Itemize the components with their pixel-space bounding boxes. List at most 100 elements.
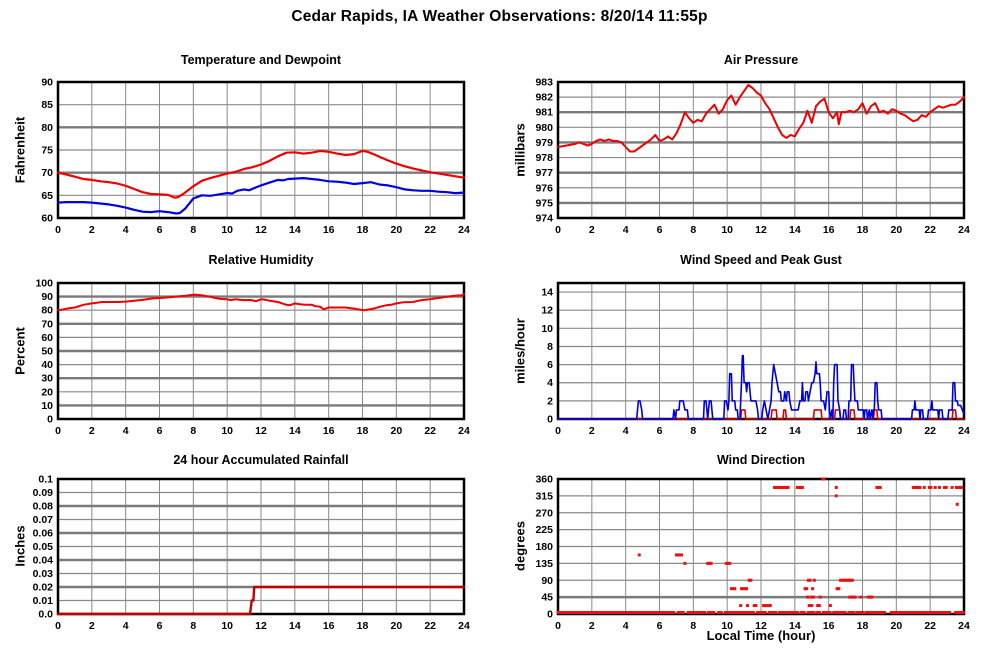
svg-text:80: 80 (41, 305, 53, 317)
svg-text:0.04: 0.04 (33, 555, 54, 567)
svg-text:18: 18 (857, 425, 869, 437)
svg-text:0.05: 0.05 (33, 541, 54, 553)
svg-text:2: 2 (589, 620, 595, 632)
svg-text:24: 24 (458, 425, 470, 437)
svg-text:976: 976 (535, 182, 553, 194)
svg-text:12: 12 (255, 224, 267, 236)
svg-text:24: 24 (458, 224, 470, 236)
svg-text:0.06: 0.06 (33, 528, 54, 540)
svg-text:12: 12 (755, 224, 767, 236)
svg-text:16: 16 (823, 224, 835, 236)
svg-text:10: 10 (721, 224, 733, 236)
chart-title-rainfall: 24 hour Accumulated Rainfall (173, 453, 349, 467)
svg-text:4: 4 (123, 620, 129, 632)
svg-text:0: 0 (547, 609, 553, 621)
svg-text:14: 14 (289, 425, 301, 437)
svg-text:40: 40 (41, 359, 53, 371)
svg-text:2: 2 (547, 395, 553, 407)
svg-text:0.0: 0.0 (38, 609, 53, 621)
chart-title-relative-humidity: Relative Humidity (208, 253, 314, 267)
svg-text:0: 0 (555, 620, 561, 632)
chart-cell-relative-humidity: Relative Humidity Percent 0 2 4 6 8 10 12 14 16 1… (0, 248, 500, 448)
svg-text:135: 135 (535, 558, 553, 570)
relative-humidity-chart: 0 2 4 6 8 10 12 14 16 18 20 22 240102030405060708090… (35, 278, 470, 438)
svg-text:0: 0 (55, 425, 61, 437)
svg-text:8: 8 (690, 224, 696, 236)
svg-text:60: 60 (41, 213, 53, 225)
svg-text:6: 6 (157, 425, 163, 437)
svg-text:10: 10 (541, 323, 553, 335)
chart-title-wind-direction: Wind Direction (716, 453, 806, 467)
svg-text:22: 22 (924, 425, 936, 437)
svg-text:4: 4 (547, 377, 553, 389)
svg-text:70: 70 (41, 167, 53, 179)
svg-text:315: 315 (535, 490, 553, 502)
svg-text:75: 75 (41, 145, 53, 157)
svg-text:14: 14 (789, 425, 801, 437)
svg-text:0: 0 (55, 620, 61, 632)
svg-text:65: 65 (41, 190, 53, 202)
svg-text:8: 8 (190, 620, 196, 632)
svg-text:2: 2 (589, 224, 595, 236)
svg-text:10: 10 (221, 425, 233, 437)
svg-text:80: 80 (41, 122, 53, 134)
svg-text:24: 24 (958, 620, 970, 632)
svg-text:981: 981 (535, 107, 553, 119)
svg-text:16: 16 (323, 224, 335, 236)
chart-title-wind-speed-gust: Wind Speed and Peak Gust (680, 253, 842, 267)
svg-text:6: 6 (157, 224, 163, 236)
svg-text:14: 14 (789, 620, 801, 632)
svg-text:0.02: 0.02 (33, 582, 54, 594)
svg-text:4: 4 (623, 224, 629, 236)
svg-text:18: 18 (857, 620, 869, 632)
svg-text:0.08: 0.08 (33, 501, 54, 513)
svg-text:18: 18 (357, 620, 369, 632)
chart-cell-air-pressure: Air Pressure millibars 0 2 4 6 8 10 12 14 16 18 20… (500, 48, 999, 248)
svg-text:8: 8 (190, 224, 196, 236)
chart-title-air-pressure: Air Pressure (723, 53, 799, 67)
svg-text:20: 20 (390, 425, 402, 437)
svg-text:12: 12 (755, 620, 767, 632)
svg-text:982: 982 (535, 92, 553, 104)
svg-text:6: 6 (657, 620, 663, 632)
svg-text:12: 12 (541, 305, 553, 317)
svg-text:8: 8 (690, 620, 696, 632)
svg-text:0.07: 0.07 (33, 514, 54, 526)
svg-text:90: 90 (41, 291, 53, 303)
svg-text:24: 24 (958, 425, 970, 437)
svg-text:20: 20 (41, 386, 53, 398)
svg-text:30: 30 (41, 373, 53, 385)
svg-text:24: 24 (958, 224, 970, 236)
svg-text:14: 14 (289, 224, 301, 236)
svg-text:22: 22 (424, 425, 436, 437)
svg-text:20: 20 (890, 620, 902, 632)
svg-text:977: 977 (535, 167, 553, 179)
svg-text:22: 22 (424, 224, 436, 236)
svg-text:980: 980 (535, 122, 553, 134)
svg-text:12: 12 (755, 425, 767, 437)
chart-title-temperature-dewpoint: Temperature and Dewpoint (180, 53, 342, 67)
svg-text:16: 16 (323, 425, 335, 437)
svg-text:2: 2 (589, 425, 595, 437)
svg-text:0.1: 0.1 (38, 474, 53, 486)
svg-text:14: 14 (541, 287, 553, 299)
svg-text:22: 22 (924, 620, 936, 632)
svg-text:6: 6 (157, 620, 163, 632)
svg-text:6: 6 (657, 425, 663, 437)
svg-text:6: 6 (547, 359, 553, 371)
svg-text:0: 0 (555, 425, 561, 437)
svg-text:10: 10 (41, 400, 53, 412)
svg-text:16: 16 (823, 620, 835, 632)
svg-text:60: 60 (41, 332, 53, 344)
svg-text:45: 45 (541, 592, 553, 604)
svg-text:0.03: 0.03 (33, 568, 54, 580)
svg-text:90: 90 (41, 77, 53, 89)
svg-text:10: 10 (221, 224, 233, 236)
svg-text:225: 225 (535, 524, 553, 536)
svg-text:14: 14 (289, 620, 301, 632)
svg-text:2: 2 (89, 224, 95, 236)
